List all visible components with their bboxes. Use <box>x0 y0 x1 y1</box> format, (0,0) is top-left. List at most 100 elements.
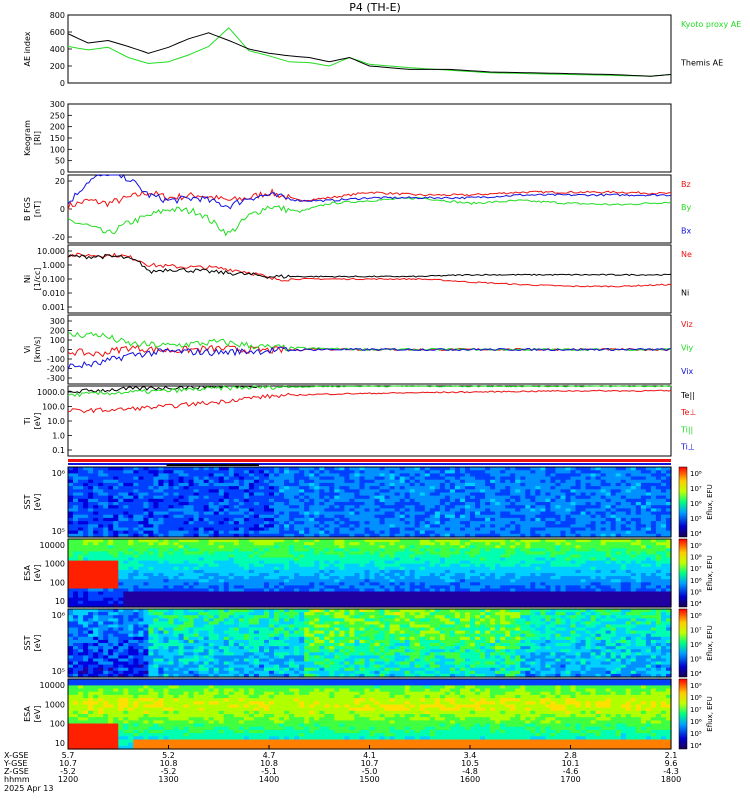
heatmap-cell <box>309 591 315 596</box>
heatmap-cell <box>299 502 305 506</box>
heatmap-cell <box>228 554 235 559</box>
heatmap-cell <box>208 467 215 471</box>
heatmap-cell <box>349 498 355 503</box>
heatmap-cell <box>515 498 521 503</box>
heatmap-cell <box>505 495 511 500</box>
heatmap-cell <box>520 533 526 538</box>
heatmap-cell <box>238 505 245 509</box>
heatmap-cell <box>93 476 99 481</box>
heatmap-cell <box>369 486 376 490</box>
heatmap-cell <box>354 566 360 571</box>
heatmap-cell <box>248 582 255 586</box>
heatmap-cell <box>314 579 320 583</box>
heatmap-cell <box>148 585 154 590</box>
heatmap-cell <box>505 505 511 509</box>
heatmap-cell <box>123 489 129 494</box>
heatmap-cell <box>580 533 587 538</box>
heatmap-cell <box>208 498 215 503</box>
heatmap-cell <box>605 470 612 474</box>
heatmap-cell <box>555 505 561 509</box>
heatmap-cell <box>148 542 154 546</box>
heatmap-cell <box>243 502 250 506</box>
heatmap-cell <box>379 511 386 516</box>
heatmap-cell <box>600 492 607 497</box>
heatmap-cell <box>630 476 637 481</box>
heatmap-cell <box>238 585 245 590</box>
heatmap-cell <box>68 573 74 577</box>
heatmap-cell <box>269 548 275 552</box>
heatmap-cell <box>88 502 94 506</box>
heatmap-cell <box>233 566 240 571</box>
heatmap-cell <box>73 524 79 529</box>
heatmap-cell <box>208 551 215 556</box>
figure-title: P4 (TH-E) <box>349 1 401 14</box>
y-axis-label: Ni <box>23 275 32 283</box>
heatmap-cell <box>374 548 381 552</box>
heatmap-cell <box>374 542 381 546</box>
heatmap-cell <box>364 482 371 487</box>
heatmap-cell <box>510 467 516 471</box>
heatmap-cell <box>374 569 381 574</box>
heatmap-cell <box>314 569 320 574</box>
heatmap-cell <box>218 530 225 535</box>
heatmap-cell <box>520 511 526 516</box>
heatmap-cell <box>485 521 491 525</box>
heatmap-cell <box>319 498 325 503</box>
heatmap-cell <box>223 467 230 471</box>
heatmap-cell <box>520 521 526 525</box>
heatmap-cell <box>394 554 401 559</box>
heatmap-cell <box>339 470 345 474</box>
heatmap-cell <box>449 569 456 574</box>
heatmap-cell <box>118 566 124 571</box>
heatmap-cell <box>414 521 421 525</box>
heatmap-cell <box>203 545 210 549</box>
heatmap-cell <box>284 527 290 532</box>
heatmap-cell <box>138 548 144 552</box>
heatmap-cell <box>133 551 139 556</box>
heatmap-cell <box>294 588 300 593</box>
heatmap-cell <box>339 511 345 516</box>
heatmap-cell <box>379 527 386 532</box>
y-axis-unit: [eV] <box>33 494 42 511</box>
heatmap-cell <box>274 482 280 487</box>
heatmap-cell <box>248 530 255 535</box>
heatmap-cell <box>279 588 285 593</box>
heatmap-cell <box>233 603 240 608</box>
heatmap-cell <box>248 489 255 494</box>
heatmap-cell <box>585 514 592 519</box>
heatmap-cell <box>188 524 195 529</box>
heatmap-cell <box>294 542 300 546</box>
heatmap-cell <box>103 588 109 593</box>
heatmap-cell <box>248 476 255 481</box>
heatmap-cell <box>399 473 406 478</box>
heatmap-cell <box>68 542 74 546</box>
heatmap-cell <box>590 514 597 519</box>
heatmap-cell <box>344 579 350 583</box>
heatmap-cell <box>319 530 325 535</box>
heatmap-cell <box>354 585 360 590</box>
heatmap-cell <box>153 542 159 546</box>
heatmap-cell <box>334 479 340 484</box>
heatmap-cell <box>158 479 164 484</box>
heatmap-cell <box>78 533 84 538</box>
heatmap-cell <box>565 489 572 494</box>
heatmap-cell <box>399 557 406 562</box>
heatmap-cell <box>243 486 250 490</box>
y-tick-label: 10⁶ <box>52 469 65 478</box>
heatmap-cell <box>269 492 275 497</box>
heatmap-cell <box>424 521 431 525</box>
heatmap-cell <box>480 498 486 503</box>
heatmap-cell <box>409 603 416 608</box>
heatmap-cell <box>384 539 391 543</box>
heatmap-cell <box>128 521 134 525</box>
heatmap-cell <box>68 511 74 516</box>
heatmap-cell <box>78 498 84 503</box>
heatmap-cell <box>148 560 154 565</box>
y-tick-label: 150 <box>50 134 65 143</box>
heatmap-cell <box>414 489 421 494</box>
heatmap-cell <box>78 492 84 497</box>
heatmap-cell <box>233 479 240 484</box>
heatmap-cell <box>384 566 391 571</box>
heatmap-cell <box>645 524 652 529</box>
